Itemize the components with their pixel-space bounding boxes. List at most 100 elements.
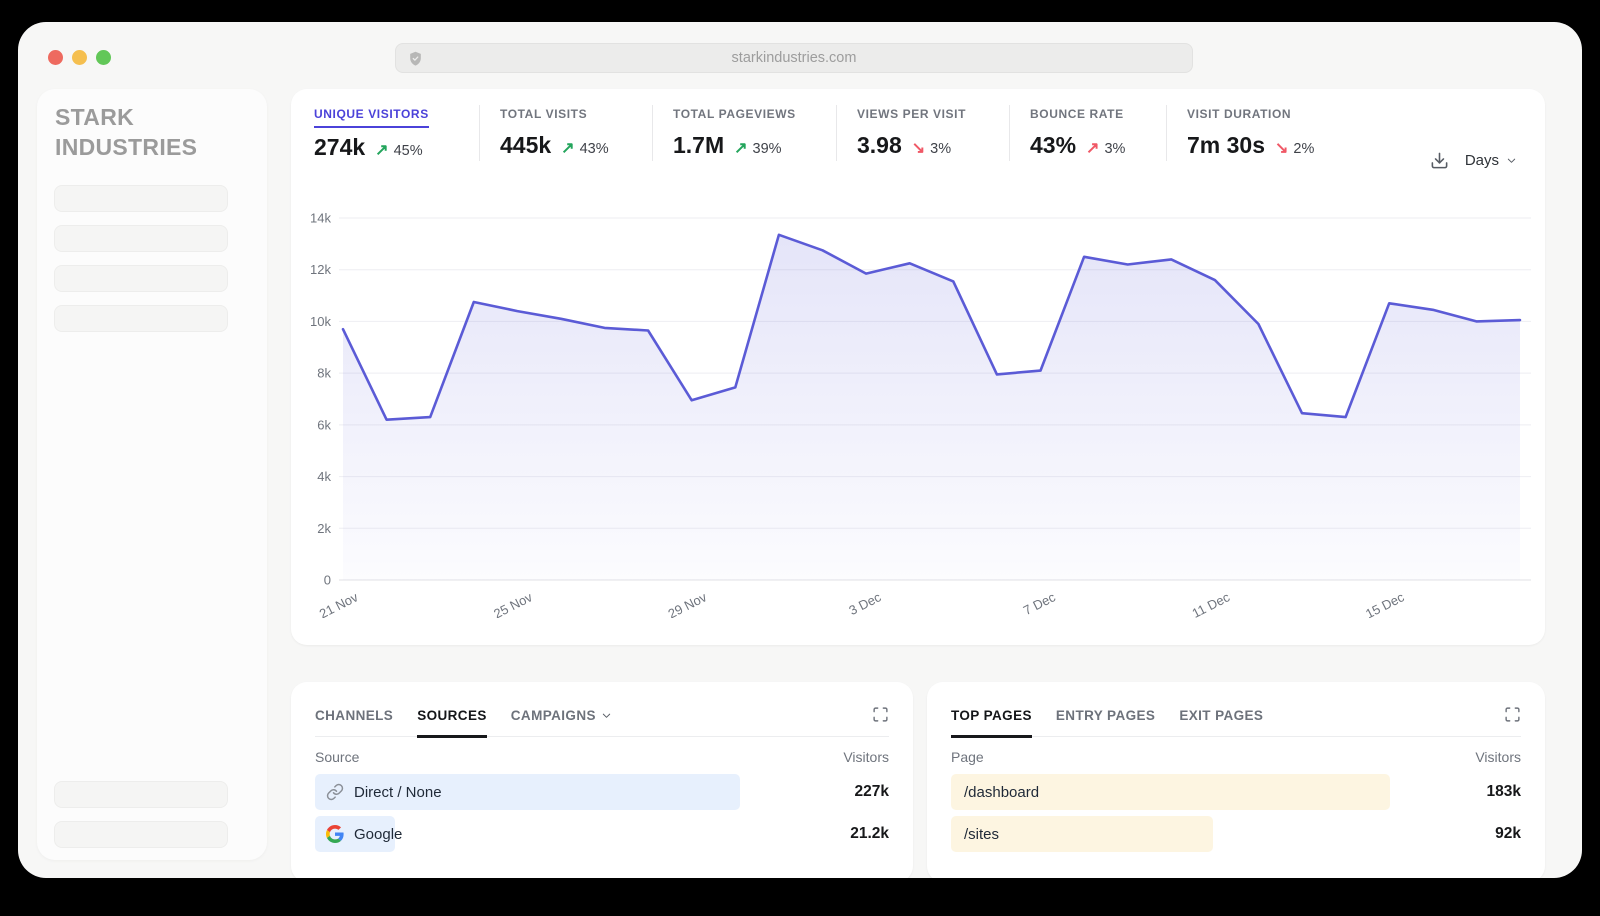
stat-bounce-rate[interactable]: BOUNCE RATE 43% ↗ 3% xyxy=(1009,105,1166,161)
stat-label: TOTAL VISITS xyxy=(500,107,588,121)
stat-value: 7m 30s xyxy=(1187,132,1266,158)
sidebar-footer-placeholder[interactable] xyxy=(54,821,228,848)
svg-text:29 Nov: 29 Nov xyxy=(666,589,710,618)
tab-sources[interactable]: SOURCES xyxy=(417,708,487,738)
source-visitors: 227k xyxy=(854,783,889,800)
tab-campaigns[interactable]: CAMPAIGNS xyxy=(511,708,612,723)
visitors-overview-card: UNIQUE VISITORS 274k ↗ 45% TOTAL VISITS … xyxy=(291,89,1545,645)
svg-text:11 Dec: 11 Dec xyxy=(1190,589,1233,618)
source-label: Direct / None xyxy=(354,783,442,801)
stat-value: 1.7M xyxy=(673,132,725,158)
stat-value: 445k xyxy=(500,132,552,158)
expand-icon[interactable] xyxy=(1504,706,1521,723)
page-label: /dashboard xyxy=(964,783,1040,801)
window-controls xyxy=(48,50,111,65)
stat-views-per-visit[interactable]: VIEWS PER VISIT 3.98 ↘ 3% xyxy=(836,105,1009,161)
chart-controls: Days xyxy=(1430,151,1517,170)
tab-entry-pages[interactable]: ENTRY PAGES xyxy=(1055,708,1156,723)
svg-text:2k: 2k xyxy=(317,521,331,536)
row-bar xyxy=(951,816,1214,852)
download-icon[interactable] xyxy=(1430,151,1449,170)
sources-tabs: CHANNELS SOURCES CAMPAIGNS xyxy=(315,682,889,738)
interval-select[interactable]: Days xyxy=(1465,152,1517,169)
stats-row: UNIQUE VISITORS 274k ↗ 45% TOTAL VISITS … xyxy=(291,89,1545,161)
sidebar-nav-placeholder[interactable] xyxy=(54,305,228,332)
trend-down-icon: ↘ xyxy=(911,140,926,157)
svg-text:10k: 10k xyxy=(310,314,331,329)
page-visitors: 183k xyxy=(1486,783,1521,800)
sources-panel: CHANNELS SOURCES CAMPAIGNS Source Visito… xyxy=(291,682,913,878)
minimize-window-button[interactable] xyxy=(72,50,87,65)
sidebar-nav-placeholder[interactable] xyxy=(54,225,228,252)
link-icon xyxy=(326,783,344,801)
page-label: /sites xyxy=(964,825,1000,843)
column-source: Source xyxy=(315,749,360,765)
pages-table-header: Page Visitors xyxy=(951,749,1521,765)
url-text: starkindustries.com xyxy=(731,50,857,66)
trend-up-icon: ↗ xyxy=(561,140,575,157)
page-row-dashboard[interactable]: /dashboard 183k xyxy=(951,774,1521,810)
stat-label: UNIQUE VISITORS xyxy=(314,107,429,128)
source-label: Google xyxy=(354,825,403,843)
svg-text:0: 0 xyxy=(324,573,331,588)
stat-label: BOUNCE RATE xyxy=(1030,107,1124,121)
svg-text:14k: 14k xyxy=(310,211,331,226)
svg-text:7 Dec: 7 Dec xyxy=(1021,589,1059,618)
google-icon xyxy=(326,825,344,843)
stat-label: VISIT DURATION xyxy=(1187,107,1292,121)
stat-visit-duration[interactable]: VISIT DURATION 7m 30s ↘ 2% xyxy=(1166,105,1332,161)
svg-text:15 Dec: 15 Dec xyxy=(1363,589,1407,618)
page-visitors: 92k xyxy=(1495,825,1521,842)
stat-label: TOTAL PAGEVIEWS xyxy=(673,107,796,121)
pages-tabs: TOP PAGES ENTRY PAGES EXIT PAGES xyxy=(951,682,1521,738)
svg-text:4k: 4k xyxy=(317,469,331,484)
trend-up-icon: ↗ xyxy=(1086,140,1100,157)
svg-text:3 Dec: 3 Dec xyxy=(846,589,884,618)
stat-value: 43% xyxy=(1030,132,1077,158)
svg-text:21 Nov: 21 Nov xyxy=(317,589,361,618)
chevron-down-icon xyxy=(1507,158,1516,163)
stat-delta: 2% xyxy=(1293,141,1315,157)
visitors-area-chart: 0 2k 4k 6k 8k 10k 12k 14k 21 Nov 25 Nov 29 Nov 3 De… xyxy=(310,211,1531,618)
sources-table-header: Source Visitors xyxy=(315,749,889,765)
stat-value: 3.98 xyxy=(857,132,902,158)
stat-unique-visitors[interactable]: UNIQUE VISITORS 274k ↗ 45% xyxy=(314,105,479,161)
sidebar-nav-placeholder[interactable] xyxy=(54,265,228,292)
tab-channels[interactable]: CHANNELS xyxy=(315,708,394,723)
interval-label: Days xyxy=(1464,152,1499,169)
address-bar[interactable]: starkindustries.com xyxy=(395,43,1193,73)
column-page: Page xyxy=(951,749,984,765)
stat-delta: 3% xyxy=(1104,141,1126,157)
chevron-down-icon xyxy=(602,713,611,718)
tab-exit-pages[interactable]: EXIT PAGES xyxy=(1179,708,1264,723)
stat-delta: 39% xyxy=(752,141,782,157)
source-visitors: 21.2k xyxy=(850,825,889,842)
stat-delta: 43% xyxy=(579,141,609,157)
source-row-google[interactable]: Google 21.2k xyxy=(315,816,889,852)
svg-text:12k: 12k xyxy=(310,262,331,277)
svg-text:6k: 6k xyxy=(317,417,331,432)
stat-total-pageviews[interactable]: TOTAL PAGEVIEWS 1.7M ↗ 39% xyxy=(652,105,836,161)
trend-up-icon: ↗ xyxy=(734,140,748,157)
stat-total-visits[interactable]: TOTAL VISITS 445k ↗ 43% xyxy=(479,105,652,161)
stat-delta: 3% xyxy=(930,141,952,157)
column-visitors: Visitors xyxy=(843,749,889,765)
row-bar xyxy=(315,774,740,810)
expand-icon[interactable] xyxy=(872,706,889,723)
tab-top-pages[interactable]: TOP PAGES xyxy=(951,708,1032,738)
zoom-window-button[interactable] xyxy=(96,50,111,65)
browser-window: starkindustries.com STARK INDUSTRIES UNI… xyxy=(18,22,1582,878)
svg-text:25 Nov: 25 Nov xyxy=(491,589,535,618)
page-row-sites[interactable]: /sites 92k xyxy=(951,816,1521,852)
sidebar-nav-placeholder[interactable] xyxy=(54,185,228,212)
close-window-button[interactable] xyxy=(48,50,63,65)
sidebar-footer-placeholder[interactable] xyxy=(54,781,228,808)
row-bar xyxy=(951,774,1390,810)
shield-icon xyxy=(410,51,421,66)
trend-down-icon: ↘ xyxy=(1275,140,1289,157)
source-row-direct[interactable]: Direct / None 227k xyxy=(315,774,889,810)
pages-panel: TOP PAGES ENTRY PAGES EXIT PAGES Page Vi… xyxy=(927,682,1545,878)
tab-campaigns-label: CAMPAIGNS xyxy=(510,708,596,723)
trend-up-icon: ↗ xyxy=(375,142,389,159)
stat-delta: 45% xyxy=(393,143,423,159)
